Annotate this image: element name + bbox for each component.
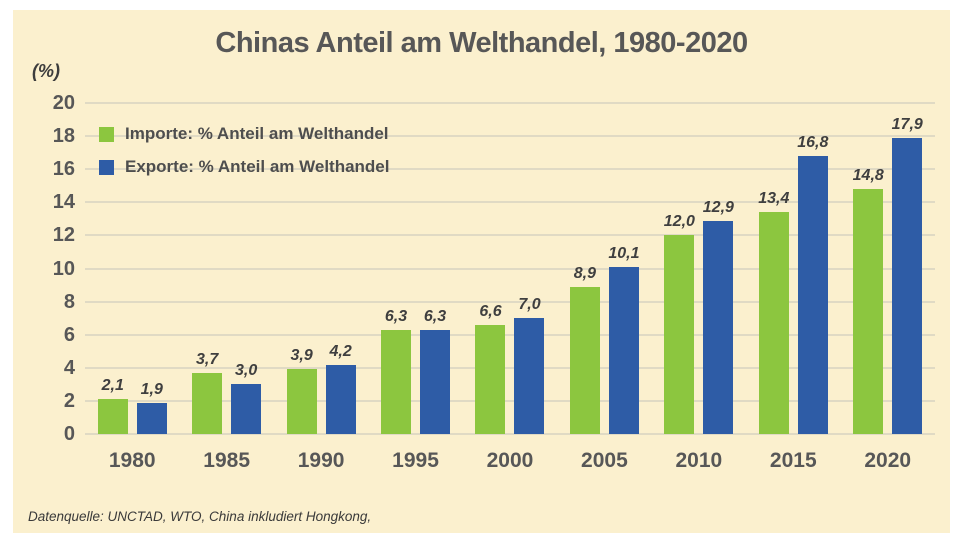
legend-swatch-importe <box>99 126 114 142</box>
import-bar-1980: 2,1 <box>97 378 128 434</box>
y-tick-label: 6 <box>63 323 75 346</box>
legend-swatch-exporte <box>99 159 114 175</box>
import-value-label-1985: 3,7 <box>196 350 219 368</box>
import-value-label-1980: 2,1 <box>101 377 124 395</box>
x-axis-label-2005: 2005 <box>581 449 628 472</box>
import-value-label-2020: 14,8 <box>852 167 884 185</box>
legend-label-importe: Importe: % Anteil am Welthandel <box>125 124 389 143</box>
legend-item-importe: Importe: % Anteil am Welthandel <box>99 124 390 144</box>
bar-group-2000: 6,6 7,0 <box>463 103 557 434</box>
gridline <box>85 300 935 303</box>
y-tick-label: 10 <box>52 257 75 280</box>
export-value-label-2005: 10,1 <box>608 244 640 262</box>
y-tick-label: 12 <box>52 224 75 247</box>
import-bar-2020: 14,8 <box>853 168 884 434</box>
y-axis: 0 2 4 6 8 10 12 14 16 18 20 <box>23 93 75 444</box>
bar-group-2005: 8,9 10,1 <box>557 103 651 434</box>
import-bar-1990: 3,9 <box>286 348 317 434</box>
import-bar-1985: 3,7 <box>192 351 223 434</box>
legend-item-exporte: Exporte: % Anteil am Welthandel <box>99 157 390 177</box>
export-bar-1985: 3,0 <box>231 363 262 434</box>
gridline <box>85 234 935 237</box>
x-axis-label-1980: 1980 <box>108 449 156 472</box>
x-axis-label-2010: 2010 <box>675 449 723 472</box>
export-value-label-2000: 7,0 <box>518 296 541 314</box>
gridlines-layer <box>85 102 935 435</box>
chart-panel: Chinas Anteil am Welthandel, 1980-2020 (… <box>13 10 950 533</box>
y-tick-label: 4 <box>63 356 75 379</box>
y-tick-label: 14 <box>52 191 75 214</box>
x-axis-label-2000: 2000 <box>486 449 534 472</box>
y-tick-label: 0 <box>63 423 75 445</box>
import-value-label-1990: 3,9 <box>290 347 313 365</box>
export-bar-2000: 7,0 <box>514 297 545 434</box>
import-bar-2005: 8,9 <box>569 265 600 434</box>
export-value-label-1985: 3,0 <box>235 362 258 380</box>
y-tick-label: 18 <box>52 125 75 148</box>
export-value-label-2020: 17,9 <box>891 115 923 133</box>
bar-group-2020: 14,8 17,9 <box>841 103 935 434</box>
import-value-label-2015: 13,4 <box>758 190 790 208</box>
export-bar-1980: 1,9 <box>136 381 167 434</box>
chart-legend: Importe: % Anteil am Welthandel Exporte:… <box>99 124 390 177</box>
y-axis-unit-label: (%) <box>32 61 60 81</box>
export-value-label-1990: 4,2 <box>329 342 352 360</box>
export-bar-2005: 10,1 <box>608 245 639 434</box>
x-axis-label-1995: 1995 <box>392 449 439 472</box>
x-axis-label-2015: 2015 <box>769 449 817 472</box>
y-tick-label: 8 <box>63 290 75 313</box>
y-tick-label: 2 <box>63 389 75 412</box>
gridline <box>85 168 935 171</box>
bar-group-1985: 3,7 3,0 <box>179 103 273 434</box>
export-bar-2010: 12,9 <box>703 199 734 434</box>
import-value-label-1995: 6,3 <box>384 307 408 325</box>
x-axis-label-1990: 1990 <box>297 449 345 472</box>
bar-series-area: 2,1 1,9 3,7 3,0 3,9 4,2 6,3 6,3 6,6 7,0 8,9 10,1 12,… <box>85 103 935 434</box>
import-bar-2010: 12,0 <box>664 214 695 434</box>
gridline <box>85 433 935 435</box>
bar-group-1995: 6,3 6,3 <box>368 103 462 434</box>
gridline <box>85 201 935 204</box>
export-bar-2015: 16,8 <box>797 134 828 434</box>
import-value-label-2000: 6,6 <box>479 302 502 320</box>
source-note: Datenquelle: UNCTAD, WTO, China inkludie… <box>28 509 372 524</box>
x-axis-label-1985: 1985 <box>203 449 251 472</box>
x-axis: 1980 1985 1990 1995 2000 2005 2010 2015 2020 <box>85 449 935 473</box>
gridline <box>85 333 935 336</box>
gridline <box>85 135 935 138</box>
export-value-label-1995: 6,3 <box>423 307 447 325</box>
x-axis-label-2020: 2020 <box>864 449 912 472</box>
legend-label-exporte: Exporte: % Anteil am Welthandel <box>125 157 390 176</box>
import-bar-2000: 6,6 <box>475 303 506 434</box>
import-bar-2015: 13,4 <box>758 191 789 434</box>
export-value-label-1980: 1,9 <box>140 380 163 398</box>
import-value-label-2005: 8,9 <box>573 264 597 282</box>
bar-group-2015: 13,4 16,8 <box>746 103 840 434</box>
plot-area: 2,1 1,9 3,7 3,0 3,9 4,2 6,3 6,3 6,6 7,0 8,9 10,1 12,… <box>85 102 935 435</box>
export-value-label-2015: 16,8 <box>797 133 829 151</box>
y-tick-label: 20 <box>52 92 75 114</box>
export-value-label-2010: 12,9 <box>702 198 734 216</box>
bar-group-1980: 2,1 1,9 <box>85 103 179 434</box>
gridline <box>85 267 935 270</box>
import-bar-1995: 6,3 <box>381 308 412 434</box>
export-bar-1995: 6,3 <box>420 308 451 434</box>
bar-group-1990: 3,9 4,2 <box>274 103 368 434</box>
gridline <box>85 366 935 369</box>
y-tick-label: 16 <box>52 158 75 181</box>
chart-title: Chinas Anteil am Welthandel, 1980-2020 <box>215 27 748 59</box>
export-bar-1990: 4,2 <box>325 343 356 434</box>
gridline <box>85 399 935 402</box>
bar-group-2010: 12,0 12,9 <box>652 103 746 434</box>
gridline <box>85 102 935 104</box>
export-bar-2020: 17,9 <box>892 116 923 434</box>
import-value-label-2010: 12,0 <box>663 213 695 231</box>
